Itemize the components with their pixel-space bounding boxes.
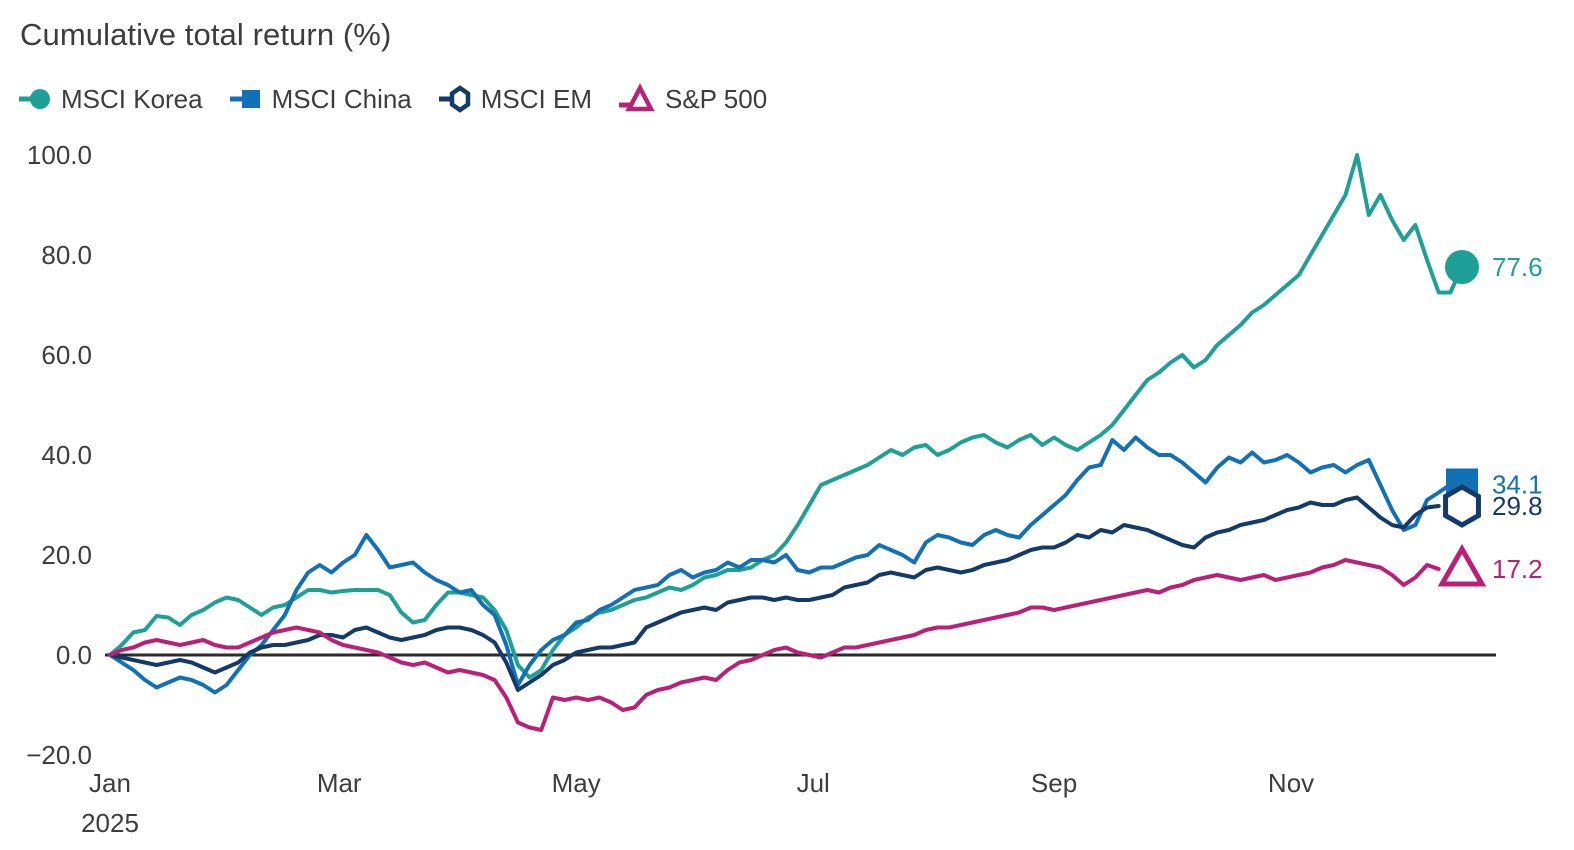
y-axis-tick: 100.0 xyxy=(27,140,92,170)
x-axis-tick: Jan xyxy=(89,768,131,798)
x-axis-tick: Sep xyxy=(1031,768,1077,798)
chart-legend: MSCI Korea MSCI China MSCI EM S&P 500 xyxy=(18,83,793,115)
series-line-msci-china xyxy=(108,435,1453,695)
series-end-labels: 77.6 34.129.8 17.2 xyxy=(1492,252,1543,584)
x-axis-tick: May xyxy=(552,768,601,798)
x-axis-tick: Mar xyxy=(317,768,362,798)
series-lines xyxy=(108,153,1464,732)
legend-item-msci-china[interactable]: MSCI China xyxy=(229,84,412,115)
legend-item-sp-500[interactable]: S&P 500 xyxy=(618,83,767,115)
legend-item-msci-korea[interactable]: MSCI Korea xyxy=(18,84,203,115)
x-axis-tick-labels: Jan Mar May Jul Sep Nov 2025 xyxy=(81,768,1314,838)
series-line-msci-korea xyxy=(108,153,1464,680)
x-axis-year-label: 2025 xyxy=(81,808,139,838)
y-axis-tick: 60.0 xyxy=(41,340,92,370)
y-axis-tick: −20.0 xyxy=(26,740,92,770)
series-line-s-p-500 xyxy=(108,558,1441,732)
triangle-marker-icon xyxy=(619,83,655,112)
series-end-markers xyxy=(1437,250,1487,587)
x-axis-tick: Jul xyxy=(797,768,830,798)
legend-label-sp-500: S&P 500 xyxy=(665,83,768,114)
y-axis-tick: 20.0 xyxy=(41,540,92,570)
legend-label-msci-em: MSCI EM xyxy=(480,83,592,114)
legend-item-msci-em[interactable]: MSCI EM xyxy=(438,83,592,115)
end-value-label-msci-china: 34.1 xyxy=(1492,470,1543,500)
circle-marker-icon xyxy=(19,89,50,109)
legend-label-msci-korea: MSCI Korea xyxy=(61,83,203,114)
y-axis-tick: 80.0 xyxy=(41,240,92,270)
series-line-msci-em xyxy=(108,495,1441,692)
hexagon-marker-icon xyxy=(438,85,471,113)
end-marker-triangle-s-p-500 xyxy=(1437,543,1487,587)
y-axis-tick: 40.0 xyxy=(41,440,92,470)
end-marker-circle-msci-korea xyxy=(1445,250,1479,284)
square-marker-icon xyxy=(229,90,260,108)
legend-label-msci-china: MSCI China xyxy=(271,83,412,114)
end-marker-hexagon-msci-em xyxy=(1443,484,1481,528)
page-title: Cumulative total return (%) xyxy=(20,17,392,52)
y-axis-tick-labels: 100.0 80.0 60.0 40.0 20.0 0.0 −20.0 xyxy=(26,140,92,770)
x-axis-tick: Nov xyxy=(1268,768,1314,798)
end-value-label-msci-em: 29.8 xyxy=(1492,491,1543,521)
end-value-label-s-p-500: 17.2 xyxy=(1492,554,1543,584)
end-value-label-msci-korea: 77.6 xyxy=(1492,252,1543,282)
y-axis-tick: 0.0 xyxy=(56,640,92,670)
